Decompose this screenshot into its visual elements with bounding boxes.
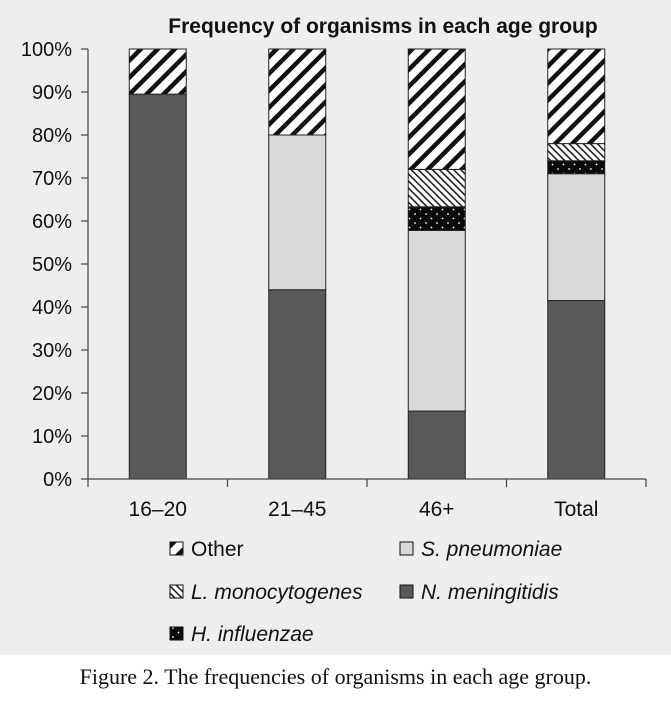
- stacked-bar-chart: Frequency of organisms in each age group…: [21, 15, 647, 646]
- bar-segment-h-influenzae: [407, 206, 466, 231]
- legend-swatch-h-influenzae: [169, 626, 184, 641]
- legend-swatch-s-pneumoniae: [399, 541, 414, 556]
- bar-segment-other: [547, 48, 606, 145]
- bar-segment-s-pneumoniae: [268, 134, 327, 291]
- bar-segment-h-influenzae: [547, 160, 606, 175]
- x-tick-label: Total: [554, 498, 598, 521]
- y-tick-label: 0%: [43, 469, 72, 491]
- bar-segment-l-monocytogenes: [407, 168, 466, 208]
- bar-segment-n-meningitidis: [128, 93, 187, 480]
- x-tick-label: 16–20: [129, 498, 187, 521]
- legend-swatch-other: [169, 541, 184, 556]
- bar-segment-l-monocytogenes: [547, 143, 606, 162]
- axes: [81, 48, 647, 487]
- bar-segment-s-pneumoniae: [407, 229, 466, 412]
- legend-label-l-monocytogenes: L. monocytogenes: [191, 581, 363, 604]
- y-tick-label: 40%: [32, 297, 72, 319]
- bar-segment-n-meningitidis: [268, 289, 327, 480]
- bar-segment-s-pneumoniae: [547, 173, 606, 302]
- x-axis-labels: 16–20 21–45 46+ Total: [129, 498, 599, 521]
- legend-label-h-influenzae: H. influenzae: [191, 623, 314, 646]
- y-tick-label: 50%: [32, 254, 72, 276]
- y-tick-label: 100%: [21, 39, 72, 61]
- legend-swatch-l-monocytogenes: [169, 584, 184, 599]
- legend-label-other: Other: [191, 538, 244, 561]
- legend-label-n-meningitidis: N. meningitidis: [421, 581, 559, 604]
- bars: [128, 48, 606, 480]
- y-tick-label: 90%: [32, 82, 72, 104]
- legend-label-s-pneumoniae: S. pneumoniae: [421, 538, 562, 561]
- figure-caption: Figure 2. The frequencies of organisms i…: [79, 664, 592, 689]
- y-axis-labels: 0% 10% 20% 30% 40% 50% 60% 70% 80% 90% 100%: [21, 39, 72, 491]
- y-tick-label: 30%: [32, 340, 72, 362]
- bar-segment-n-meningitidis: [547, 300, 606, 480]
- x-tick-label: 46+: [419, 498, 455, 521]
- y-tick-label: 60%: [32, 211, 72, 233]
- y-tick-label: 70%: [32, 168, 72, 190]
- legend: Other S. pneumoniae L. monocytogenes N. men…: [169, 538, 562, 646]
- bar-segment-other: [268, 48, 327, 136]
- bar-segment-n-meningitidis: [407, 410, 466, 480]
- y-tick-label: 80%: [32, 125, 72, 147]
- legend-swatch-n-meningitidis: [399, 584, 414, 599]
- y-tick-label: 10%: [32, 426, 72, 448]
- bar-segment-other: [128, 48, 187, 95]
- y-tick-label: 20%: [32, 383, 72, 405]
- x-tick-label: 21–45: [268, 498, 326, 521]
- chart-area: Frequency of organisms in each age group…: [0, 0, 671, 655]
- chart-title: Frequency of organisms in each age group: [168, 15, 597, 38]
- bar-segment-other: [407, 48, 466, 170]
